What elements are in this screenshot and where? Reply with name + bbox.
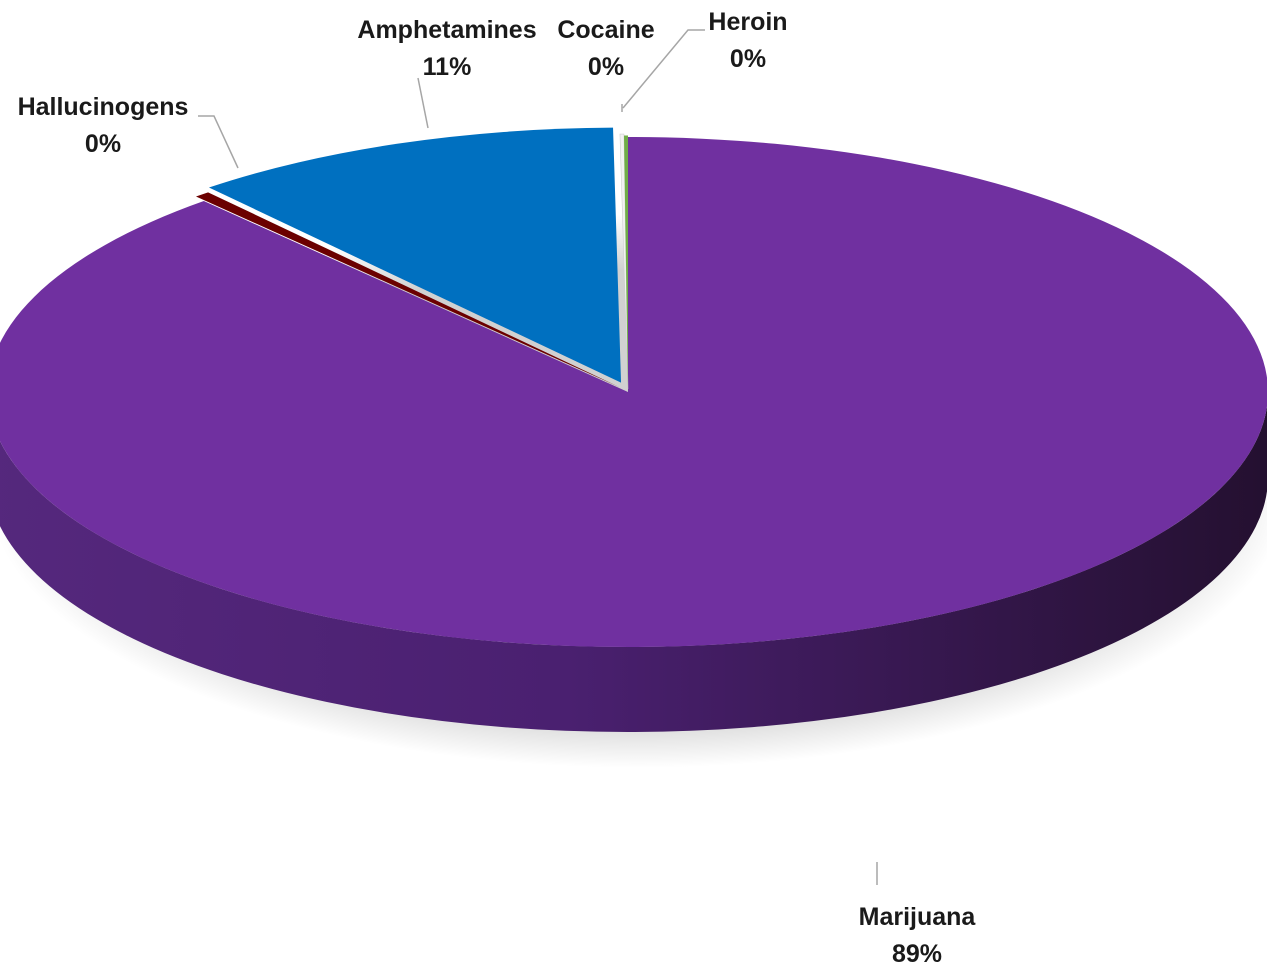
pie-slice-marijuana — [0, 137, 1267, 647]
slice-percent-marijuana: 89% — [892, 940, 942, 968]
leader-line-heroin — [622, 29, 705, 109]
pie-slice-cocaine — [619, 133, 629, 390]
pie-slice-hallucinogens — [195, 192, 621, 388]
pie-slice-amphetamines — [208, 127, 622, 383]
slice-label-hallucinogens: Hallucinogens — [18, 93, 189, 121]
leader-line-hallucinogens — [198, 115, 239, 169]
slice-label-amphetamines: Amphetamines — [357, 16, 536, 44]
pie-slice-heroin — [623, 135, 628, 391]
slice-percent-hallucinogens: 0% — [85, 130, 121, 158]
slice-percent-amphetamines: 11% — [423, 53, 472, 81]
slice-label-heroin: Heroin — [708, 8, 787, 36]
pie-side-marijuana — [0, 405, 1267, 732]
leader-line-amphetamines — [417, 77, 429, 129]
slice-label-cocaine: Cocaine — [557, 16, 654, 44]
slice-percent-heroin: 0% — [730, 45, 766, 73]
slice-percent-cocaine: 0% — [588, 53, 624, 81]
slice-label-marijuana: Marijuana — [859, 903, 977, 931]
